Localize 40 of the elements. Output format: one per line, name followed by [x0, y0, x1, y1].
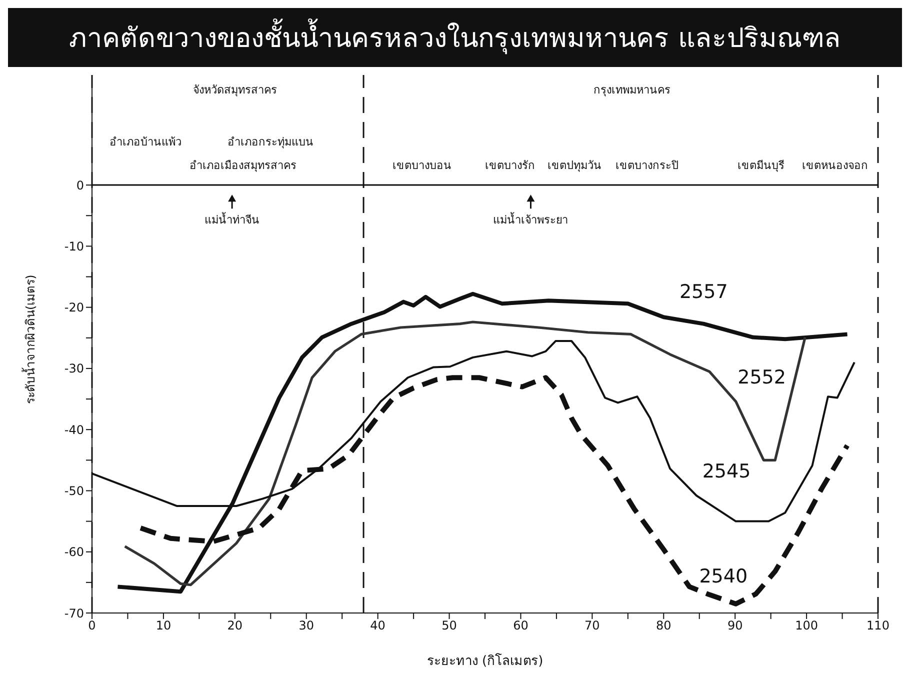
annotation: อำเภอเมืองสมุทรสาคร	[189, 159, 296, 172]
annotation: แม่น้ำท่าจีน	[204, 212, 260, 227]
annotation: อำเภอกระทุ่มแบน	[228, 135, 314, 148]
chart-title: ภาคตัดขวางของชั้นน้ำนครหลวงในกรุงเทพมหานคร และปริมณฑล	[8, 8, 902, 67]
y-tick-label: -70	[64, 606, 84, 620]
x-tick-label: 20	[227, 618, 243, 633]
x-tick-label: 10	[156, 618, 172, 633]
y-tick-label: -40	[64, 422, 84, 437]
y-tick-label: 0	[76, 178, 84, 192]
y-tick-label: -50	[64, 484, 84, 498]
annotation: แม่น้ำเจ้าพระยา	[493, 212, 568, 227]
x-tick-label: 100	[795, 618, 818, 633]
series-label: 2545	[702, 460, 751, 483]
series-label: 2540	[699, 566, 748, 588]
x-tick-label: 50	[442, 618, 457, 633]
annotation: เขตหนองจอก	[802, 159, 868, 172]
annotation: กรุงเทพมหานคร	[594, 83, 671, 96]
annotation: เขตปทุมวัน	[547, 159, 602, 172]
series-label: 2557	[679, 280, 728, 303]
y-tick-label: -60	[64, 545, 84, 560]
x-axis-title: ระยะทาง (กิโลเมตร)	[426, 653, 544, 669]
x-tick-label: 40	[370, 618, 386, 633]
x-tick-label: 30	[298, 618, 314, 633]
y-tick-label: -20	[64, 300, 84, 315]
x-tick-label: 80	[656, 618, 672, 633]
annotation: อำเภอบ้านแพ้ว	[110, 135, 182, 148]
annotation: เขตบางรัก	[485, 159, 536, 172]
y-axis-title: ระดับน้ำจากผิวดิน(เมตร)	[21, 274, 38, 404]
annotation: เขตมีนบุรี	[737, 159, 784, 172]
y-tick-label: -10	[64, 239, 84, 254]
x-tick-label: 0	[88, 618, 96, 633]
series-label: 2552	[738, 366, 786, 388]
y-tick-label: -30	[64, 362, 84, 376]
x-tick-label: 90	[727, 618, 743, 633]
annotation: เขตบางกระปิ	[616, 159, 679, 172]
x-tick-label: 110	[866, 618, 890, 633]
annotation: เขตบางบอน	[392, 159, 452, 172]
x-tick-label: 60	[513, 618, 528, 633]
x-tick-label: 70	[584, 618, 600, 633]
annotation: จังหวัดสมุทรสาคร	[192, 83, 277, 96]
